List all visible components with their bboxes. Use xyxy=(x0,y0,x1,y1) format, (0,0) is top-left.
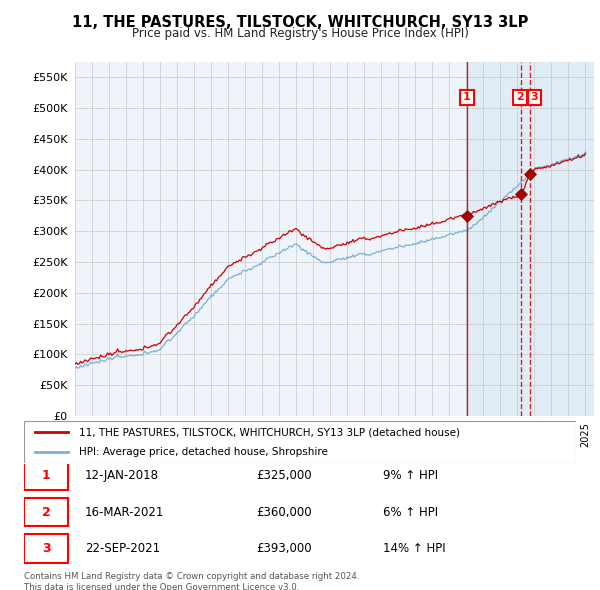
Text: £325,000: £325,000 xyxy=(256,469,311,482)
Text: 3: 3 xyxy=(530,93,538,102)
FancyBboxPatch shape xyxy=(24,461,68,490)
Text: 2: 2 xyxy=(42,506,50,519)
Text: 3: 3 xyxy=(42,542,50,555)
Text: Price paid vs. HM Land Registry's House Price Index (HPI): Price paid vs. HM Land Registry's House … xyxy=(131,27,469,40)
Text: 6% ↑ HPI: 6% ↑ HPI xyxy=(383,506,438,519)
Text: 12-JAN-2018: 12-JAN-2018 xyxy=(85,469,159,482)
FancyBboxPatch shape xyxy=(24,497,68,526)
FancyBboxPatch shape xyxy=(24,534,68,563)
FancyBboxPatch shape xyxy=(24,421,576,463)
Text: 16-MAR-2021: 16-MAR-2021 xyxy=(85,506,164,519)
Text: 1: 1 xyxy=(42,469,50,482)
Text: HPI: Average price, detached house, Shropshire: HPI: Average price, detached house, Shro… xyxy=(79,447,328,457)
Text: 22-SEP-2021: 22-SEP-2021 xyxy=(85,542,160,555)
Text: £360,000: £360,000 xyxy=(256,506,311,519)
Text: 9% ↑ HPI: 9% ↑ HPI xyxy=(383,469,438,482)
Text: 1: 1 xyxy=(463,93,471,102)
Bar xyxy=(467,62,594,416)
Text: 11, THE PASTURES, TILSTOCK, WHITCHURCH, SY13 3LP: 11, THE PASTURES, TILSTOCK, WHITCHURCH, … xyxy=(72,15,528,30)
Text: 14% ↑ HPI: 14% ↑ HPI xyxy=(383,542,445,555)
Text: 2: 2 xyxy=(516,93,524,102)
Text: Contains HM Land Registry data © Crown copyright and database right 2024.
This d: Contains HM Land Registry data © Crown c… xyxy=(24,572,359,590)
Text: 11, THE PASTURES, TILSTOCK, WHITCHURCH, SY13 3LP (detached house): 11, THE PASTURES, TILSTOCK, WHITCHURCH, … xyxy=(79,427,460,437)
Text: £393,000: £393,000 xyxy=(256,542,311,555)
